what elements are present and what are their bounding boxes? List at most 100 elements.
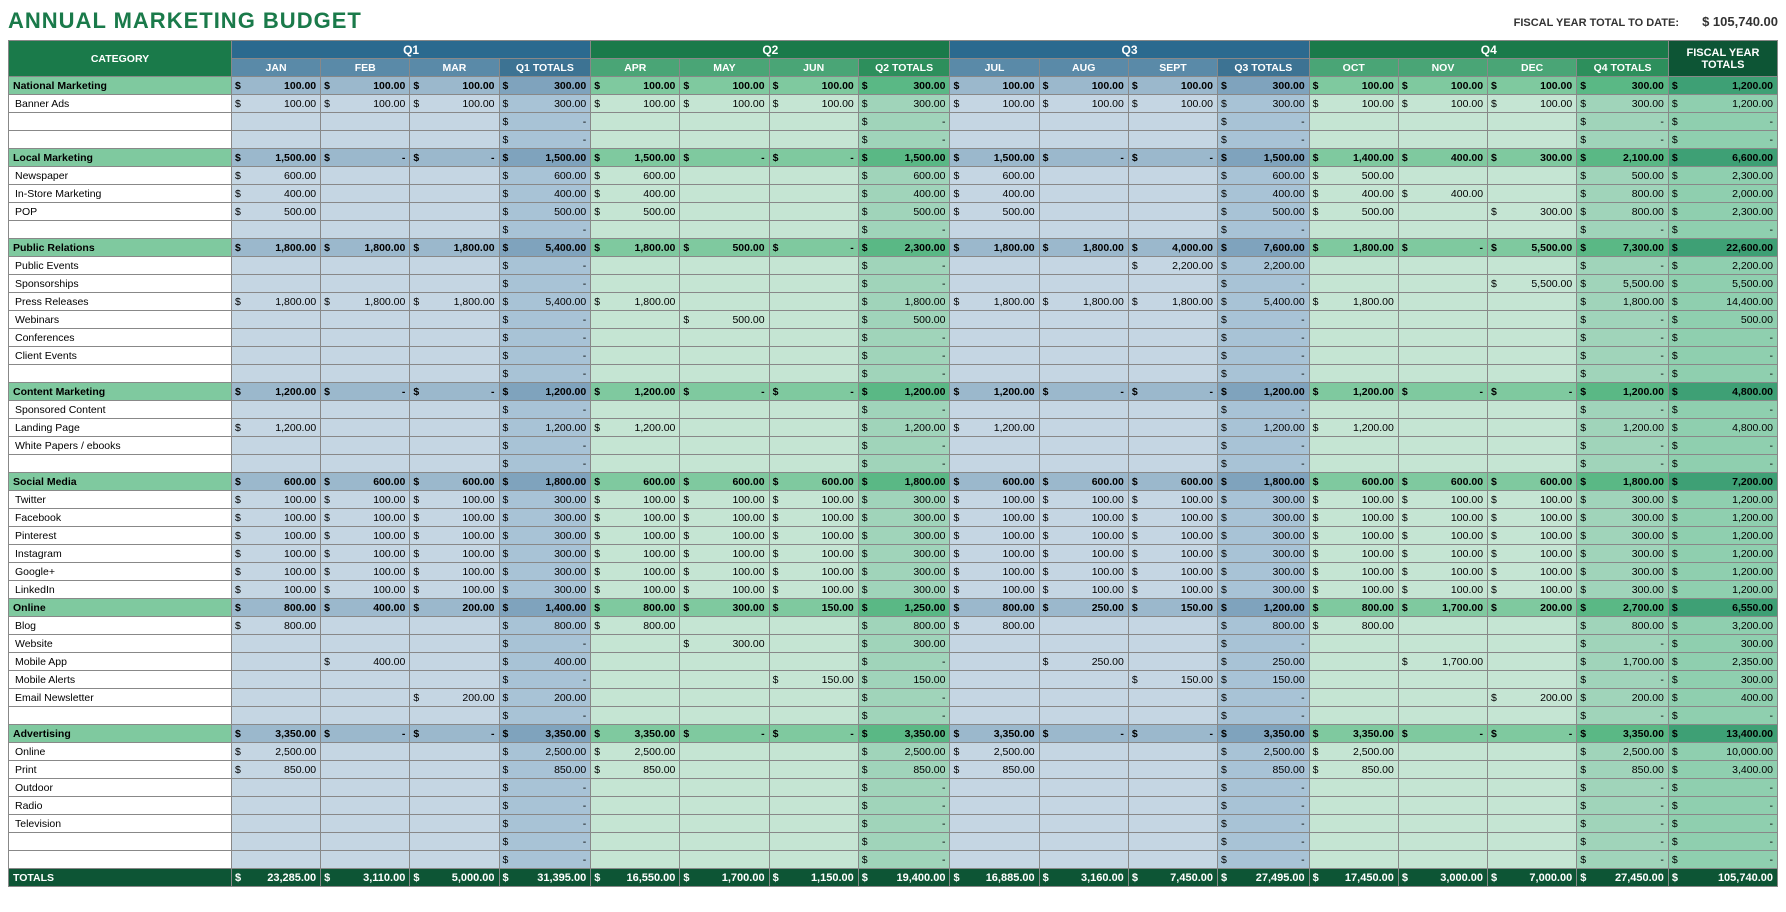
value-cell[interactable] xyxy=(769,833,858,851)
value-cell[interactable]: $- xyxy=(858,779,950,797)
value-cell[interactable]: $- xyxy=(1577,707,1669,725)
value-cell[interactable]: $500.00 xyxy=(680,239,769,257)
value-cell[interactable] xyxy=(231,797,320,815)
value-cell[interactable]: $100.00 xyxy=(231,491,320,509)
value-cell[interactable]: $- xyxy=(1398,383,1487,401)
value-cell[interactable] xyxy=(410,329,499,347)
value-cell[interactable]: $100.00 xyxy=(1039,491,1128,509)
value-cell[interactable] xyxy=(1309,707,1398,725)
value-cell[interactable] xyxy=(410,365,499,383)
value-cell[interactable]: $2,300.00 xyxy=(1668,167,1777,185)
value-cell[interactable]: $100.00 xyxy=(410,491,499,509)
value-cell[interactable]: $200.00 xyxy=(1488,689,1577,707)
value-cell[interactable] xyxy=(1039,203,1128,221)
value-cell[interactable]: $850.00 xyxy=(1218,761,1310,779)
value-cell[interactable]: $800.00 xyxy=(1577,203,1669,221)
value-cell[interactable]: $1,200.00 xyxy=(1668,545,1777,563)
value-cell[interactable]: $100.00 xyxy=(321,491,410,509)
value-cell[interactable]: $100.00 xyxy=(1039,509,1128,527)
value-cell[interactable]: $4,800.00 xyxy=(1668,383,1777,401)
value-cell[interactable] xyxy=(1488,761,1577,779)
value-cell[interactable]: $1,200.00 xyxy=(1309,383,1398,401)
value-cell[interactable]: $300.00 xyxy=(1218,563,1310,581)
value-cell[interactable]: $100.00 xyxy=(1398,509,1487,527)
value-cell[interactable]: $- xyxy=(499,347,591,365)
value-cell[interactable] xyxy=(680,185,769,203)
value-cell[interactable]: $100.00 xyxy=(950,527,1039,545)
value-cell[interactable] xyxy=(1398,743,1487,761)
value-cell[interactable] xyxy=(680,653,769,671)
value-cell[interactable] xyxy=(1309,797,1398,815)
value-cell[interactable]: $- xyxy=(858,833,950,851)
value-cell[interactable]: $100.00 xyxy=(769,527,858,545)
value-cell[interactable]: $100.00 xyxy=(680,509,769,527)
value-cell[interactable] xyxy=(769,779,858,797)
value-cell[interactable] xyxy=(1128,761,1217,779)
value-cell[interactable] xyxy=(950,365,1039,383)
value-cell[interactable] xyxy=(680,203,769,221)
value-cell[interactable] xyxy=(591,401,680,419)
value-cell[interactable]: $- xyxy=(769,239,858,257)
value-cell[interactable] xyxy=(1488,185,1577,203)
value-cell[interactable] xyxy=(1398,113,1487,131)
value-cell[interactable]: $1,400.00 xyxy=(499,599,591,617)
value-cell[interactable]: $17,450.00 xyxy=(1309,869,1398,887)
value-cell[interactable]: $500.00 xyxy=(858,311,950,329)
value-cell[interactable]: $100.00 xyxy=(231,95,320,113)
value-cell[interactable]: $- xyxy=(1577,455,1669,473)
value-cell[interactable]: $100.00 xyxy=(950,491,1039,509)
value-cell[interactable]: $- xyxy=(858,401,950,419)
value-cell[interactable] xyxy=(769,797,858,815)
value-cell[interactable]: $2,200.00 xyxy=(1668,257,1777,275)
value-cell[interactable] xyxy=(769,203,858,221)
value-cell[interactable] xyxy=(1309,329,1398,347)
value-cell[interactable]: $- xyxy=(499,311,591,329)
value-cell[interactable] xyxy=(680,365,769,383)
value-cell[interactable]: $500.00 xyxy=(1309,203,1398,221)
value-cell[interactable] xyxy=(410,131,499,149)
value-cell[interactable]: $2,500.00 xyxy=(499,743,591,761)
value-cell[interactable]: $1,700.00 xyxy=(680,869,769,887)
value-cell[interactable] xyxy=(1039,221,1128,239)
value-cell[interactable]: $1,800.00 xyxy=(231,293,320,311)
value-cell[interactable]: $2,000.00 xyxy=(1668,185,1777,203)
value-cell[interactable]: $100.00 xyxy=(950,545,1039,563)
value-cell[interactable]: $5,400.00 xyxy=(1218,293,1310,311)
value-cell[interactable]: $100.00 xyxy=(321,563,410,581)
value-cell[interactable]: $- xyxy=(1668,833,1777,851)
value-cell[interactable] xyxy=(321,329,410,347)
value-cell[interactable]: $100.00 xyxy=(1128,95,1217,113)
value-cell[interactable] xyxy=(231,311,320,329)
value-cell[interactable]: $2,500.00 xyxy=(1577,743,1669,761)
value-cell[interactable]: $300.00 xyxy=(1218,77,1310,95)
value-cell[interactable]: $100.00 xyxy=(1398,545,1487,563)
value-cell[interactable]: $100.00 xyxy=(591,491,680,509)
value-cell[interactable]: $850.00 xyxy=(1309,761,1398,779)
value-cell[interactable]: $- xyxy=(1668,401,1777,419)
value-cell[interactable]: $600.00 xyxy=(1218,167,1310,185)
value-cell[interactable] xyxy=(1128,617,1217,635)
value-cell[interactable] xyxy=(769,437,858,455)
value-cell[interactable] xyxy=(1488,743,1577,761)
value-cell[interactable] xyxy=(1128,815,1217,833)
value-cell[interactable]: $- xyxy=(410,149,499,167)
value-cell[interactable]: $300.00 xyxy=(1218,581,1310,599)
value-cell[interactable]: $100.00 xyxy=(231,509,320,527)
value-cell[interactable]: $100.00 xyxy=(1128,491,1217,509)
value-cell[interactable]: $1,800.00 xyxy=(858,293,950,311)
value-cell[interactable]: $100.00 xyxy=(231,527,320,545)
value-cell[interactable]: $100.00 xyxy=(321,509,410,527)
value-cell[interactable]: $600.00 xyxy=(321,473,410,491)
value-cell[interactable]: $400.00 xyxy=(1218,185,1310,203)
value-cell[interactable] xyxy=(1128,311,1217,329)
value-cell[interactable] xyxy=(410,815,499,833)
value-cell[interactable]: $150.00 xyxy=(769,599,858,617)
value-cell[interactable]: $500.00 xyxy=(231,203,320,221)
value-cell[interactable]: $5,500.00 xyxy=(1488,239,1577,257)
value-cell[interactable]: $- xyxy=(1668,329,1777,347)
value-cell[interactable]: $200.00 xyxy=(410,689,499,707)
value-cell[interactable]: $1,200.00 xyxy=(1309,419,1398,437)
value-cell[interactable]: $100.00 xyxy=(769,77,858,95)
value-cell[interactable] xyxy=(1398,293,1487,311)
value-cell[interactable] xyxy=(950,257,1039,275)
